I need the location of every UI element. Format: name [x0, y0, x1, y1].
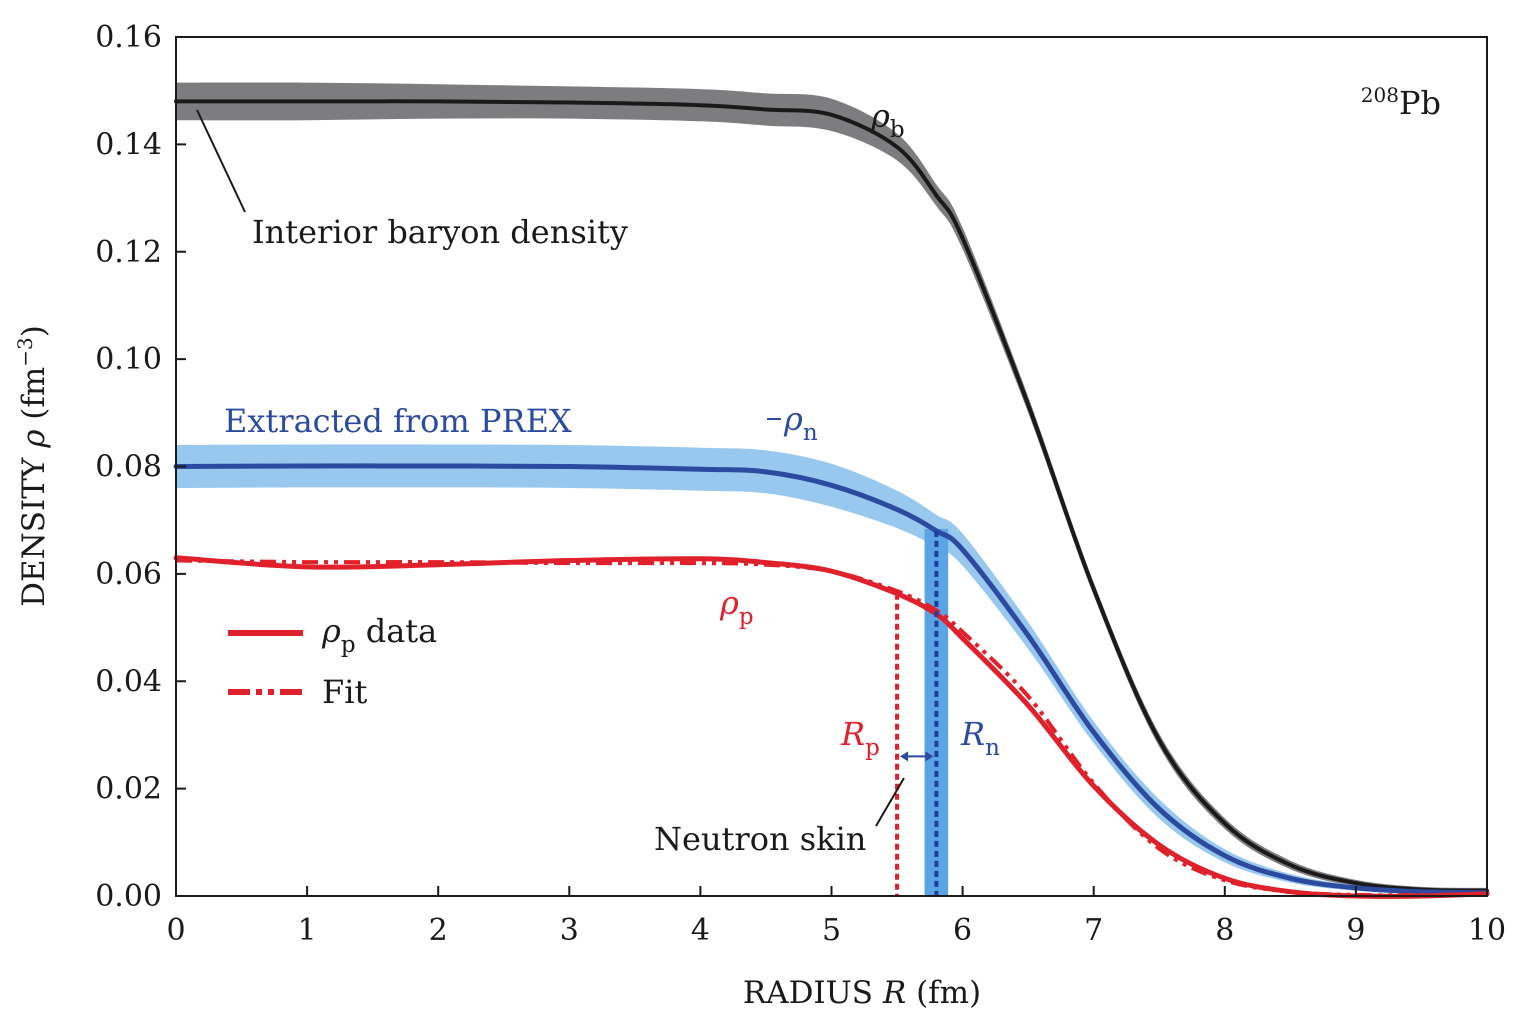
y-tick-label: 0.10 — [95, 342, 162, 377]
rho-n-label: ρn — [783, 400, 818, 446]
neutron-skin-pointer-line — [875, 777, 905, 827]
y-tick-label: 0.12 — [95, 235, 162, 270]
skin-arrow-head-right — [925, 751, 934, 762]
x-tick-label: 3 — [560, 913, 579, 948]
skin-arrow-head-left — [900, 751, 909, 762]
curve-series-0 — [174, 99, 1489, 893]
y-tick-label: 0.16 — [95, 20, 162, 55]
x-tick-label: 8 — [1215, 913, 1234, 948]
nucleus-label: 208Pb — [1361, 83, 1441, 122]
legend: ρp data Fit — [228, 612, 437, 711]
axis-ticks: 0 1 2 3 4 5 6 7 8 9 10 0.00 0.02 0.04 0.06 0.08 0.10 0.12… — [95, 20, 1506, 948]
radius-markers — [895, 530, 939, 896]
interior-density-label: Interior baryon density — [252, 213, 628, 251]
x-tick-label: 10 — [1468, 913, 1506, 948]
legend-label-fit: Fit — [322, 673, 367, 711]
rn-label: Rn — [960, 715, 1000, 761]
x-tick-label: 6 — [953, 913, 972, 948]
y-tick-label: 0.02 — [95, 772, 162, 807]
x-tick-label: 5 — [822, 913, 841, 948]
y-tick-label: 0.04 — [95, 664, 162, 699]
curve-series-1 — [173, 463, 1490, 896]
y-tick-label: 0.00 — [95, 879, 162, 914]
x-tick-label: 4 — [691, 913, 710, 948]
x-tick-label: 7 — [1084, 913, 1103, 948]
legend-label-data: ρp data — [321, 612, 437, 658]
y-axis-title: DENSITY ρ (fm−3) — [13, 325, 52, 607]
x-tick-label: 2 — [429, 913, 448, 948]
x-tick-label: 9 — [1346, 913, 1365, 948]
y-tick-label: 0.08 — [95, 450, 162, 485]
x-tick-label: 0 — [166, 913, 185, 948]
x-tick-label: 1 — [298, 913, 317, 948]
y-tick-label: 0.14 — [95, 127, 162, 162]
rho-b-label: ρb — [870, 97, 905, 143]
neutron-skin-label: Neutron skin — [654, 820, 866, 858]
x-axis-title: RADIUS R (fm) — [743, 975, 981, 1011]
y-tick-label: 0.06 — [95, 557, 162, 592]
rp-label: Rp — [840, 715, 880, 761]
interior-pointer-line — [196, 109, 246, 213]
rho-p-label: ρp — [719, 584, 754, 630]
prex-label: Extracted from PREX — [224, 402, 572, 440]
